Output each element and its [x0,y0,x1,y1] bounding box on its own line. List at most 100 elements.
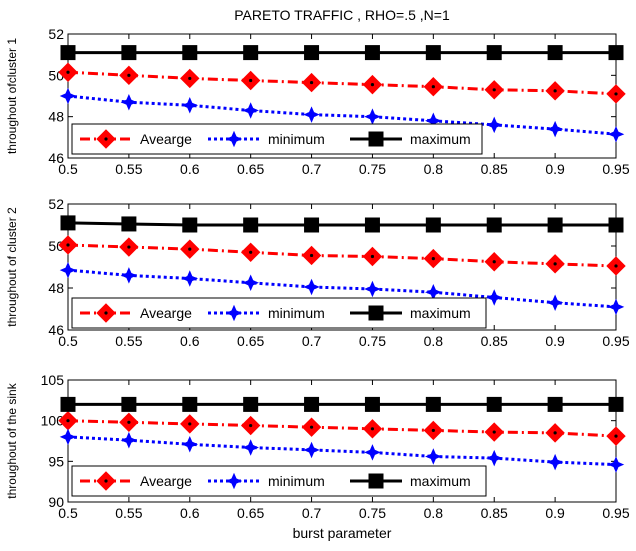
data-point-center [127,245,131,249]
data-point [547,45,563,61]
x-tick-label: 0.95 [602,333,629,349]
legend-swatch-marker-center [104,137,108,141]
data-point [608,396,624,412]
data-point [60,396,76,412]
data-point [182,217,198,233]
data-point-center [309,425,314,429]
x-tick-label: 0.8 [424,505,444,521]
data-point-center [127,73,131,77]
x-tick-label: 0.9 [545,333,565,349]
data-point [181,435,199,453]
data-point-center [370,254,375,259]
y-tick-label: 46 [48,322,64,338]
legend: Avearge minimum maximum [71,297,487,329]
data-point-center [309,80,314,85]
data-point [425,45,441,61]
data-point [243,45,259,61]
series-line [67,70,617,96]
data-point-center [553,89,557,93]
y-axis-label: throughout ofcluster 1 [5,38,19,154]
legend-swatch-marker-center [104,311,108,315]
data-point-center [431,428,435,433]
data-point [607,298,625,316]
data-point [485,116,503,134]
data-point [486,45,502,61]
data-point [547,217,563,233]
legend-label: minimum [268,473,325,489]
data-point-center [66,243,70,247]
x-tick-label: 0.85 [481,161,508,177]
data-point-center [66,419,70,423]
data-point-center [492,88,496,92]
x-tick-label: 0.7 [302,505,322,521]
x-tick-label: 0.9 [545,161,565,177]
x-tick-label: 0.65 [237,333,264,349]
x-tick-label: 0.7 [302,333,322,349]
data-point-center [614,264,618,268]
series-avearge [58,410,626,446]
legend-box [71,465,487,497]
data-point [546,120,564,138]
data-point [60,215,76,231]
x-tick-label: 0.75 [359,505,386,521]
data-point-center [553,431,557,435]
data-point-center [370,83,375,87]
data-point-center [492,430,496,434]
series-maximum [60,45,624,61]
series-maximum [60,396,624,412]
legend-swatch-marker-center [104,479,108,483]
series-line [67,243,617,268]
y-tick-label: 100 [41,413,65,429]
legend-label: Avearge [140,131,192,147]
series-line [67,435,617,467]
data-point-center [188,76,192,81]
data-point [364,396,380,412]
chart-panel-2: 0.5 0.55 0.6 0.65 0.7 0.75 0.8 0.85 0.9 0.95 46 48 5… [5,196,630,349]
data-point [608,45,624,61]
data-point-center [66,70,70,74]
y-axis-label: throughout of cluster 2 [5,207,19,327]
data-point [59,428,77,446]
data-point [425,283,442,301]
y-tick-label: 95 [48,453,64,469]
legend-label: maximum [410,131,471,147]
data-point-center [431,257,435,261]
y-tick-label: 48 [48,280,64,296]
legend: Avearge minimum maximum [71,123,483,155]
series-line [67,419,617,438]
data-point [485,449,503,467]
x-tick-label: 0.5 [58,161,78,177]
data-point [364,45,380,61]
series-line [67,221,616,227]
data-point-center [492,260,496,264]
data-point [546,453,564,471]
data-point [364,280,381,298]
data-point [59,261,77,279]
data-point-center [614,434,618,438]
series-minimum [59,428,625,473]
data-point [181,97,199,114]
data-point [425,396,441,412]
data-point-center [370,427,375,431]
data-point [486,396,502,412]
data-point [303,278,320,296]
x-tick-label: 0.55 [115,505,142,521]
x-tick-label: 0.55 [115,161,142,177]
data-point-center [553,262,557,266]
data-point [181,270,199,287]
x-tick-label: 0.95 [602,505,629,521]
y-tick-label: 48 [48,109,64,125]
data-point-center [614,92,618,96]
chart-title: PARETO TRAFFIC , RHO=.5 ,N=1 [234,7,450,23]
legend-box [71,123,483,155]
legend: Avearge minimum maximum [71,465,487,497]
data-point [364,444,381,461]
legend-label: Avearge [140,473,192,489]
series-line [67,268,617,309]
data-point [364,108,381,125]
data-point [485,289,503,306]
legend-box [71,297,487,329]
legend-label: maximum [410,305,471,321]
x-axis-label: burst parameter [293,525,392,541]
data-point [242,439,259,456]
